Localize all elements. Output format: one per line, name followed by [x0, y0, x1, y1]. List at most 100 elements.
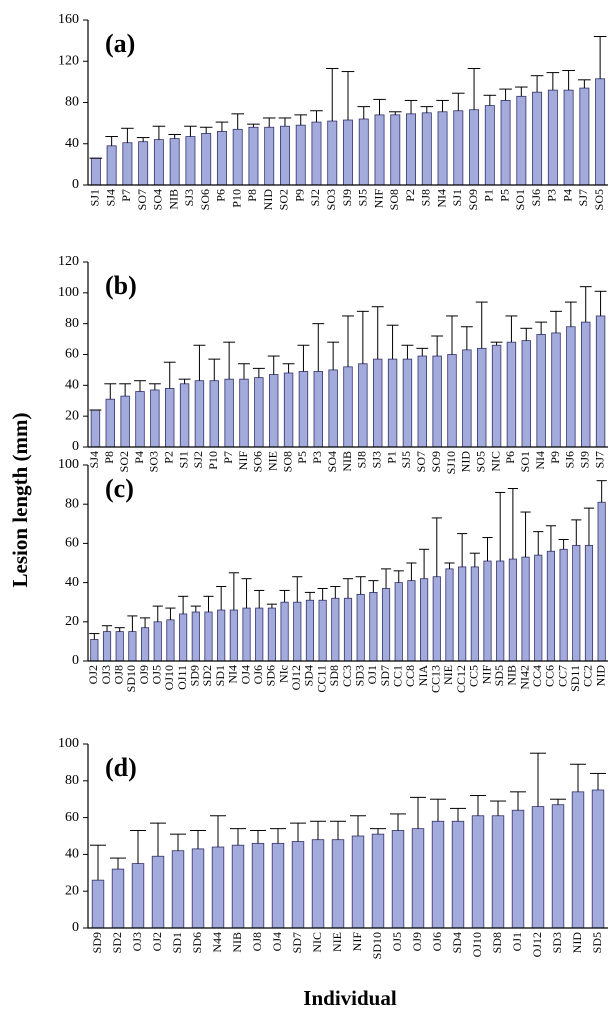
bar: [358, 363, 368, 448]
bar: [131, 863, 145, 929]
bar: [551, 332, 561, 448]
y-tick-label: 60: [65, 810, 79, 825]
bar: [151, 855, 165, 929]
x-tick-label: SO3: [147, 451, 161, 472]
x-tick-label: SD10: [370, 932, 384, 959]
bar: [532, 91, 543, 186]
bar: [358, 118, 369, 186]
x-tick-label: SO6: [198, 189, 212, 210]
x-tick-label: OJ9: [137, 665, 151, 684]
x-tick-label: SJ4: [103, 189, 117, 206]
y-tick-label: 0: [72, 920, 79, 935]
bar: [318, 599, 327, 662]
x-tick-label: OJ10: [470, 932, 484, 957]
x-tick-label: SD8: [490, 932, 504, 953]
x-tick-label: NIc: [276, 665, 290, 683]
bar: [150, 389, 160, 448]
y-tick-label: 20: [65, 614, 79, 629]
x-tick-label: P7: [119, 189, 133, 202]
panel-label: (a): [105, 29, 135, 58]
bar: [231, 844, 245, 929]
x-tick-label: SD7: [378, 665, 392, 686]
bar: [209, 380, 219, 448]
y-tick-label: 60: [65, 536, 79, 551]
x-tick-label: SD3: [550, 932, 564, 953]
bar: [248, 126, 259, 186]
y-tick-label: 100: [58, 736, 79, 751]
x-tick-label: OJ6: [251, 665, 265, 684]
x-tick-label: NIB: [166, 189, 180, 210]
bar: [437, 111, 448, 186]
x-tick-label: SD7: [290, 932, 304, 953]
bar: [458, 566, 467, 662]
x-tick-label: OJ5: [150, 665, 164, 684]
bar: [451, 820, 465, 929]
y-tick-label: 80: [65, 773, 79, 788]
x-tick-label: SD2: [200, 665, 214, 686]
x-tick-label: NIF: [350, 932, 364, 952]
x-tick-label: OJ6: [430, 932, 444, 951]
x-tick-label: CC7: [555, 665, 569, 687]
bar: [521, 556, 530, 662]
x-tick-label: OJ4: [270, 932, 284, 951]
y-tick-label: 40: [65, 847, 79, 862]
bar: [138, 141, 149, 186]
bar: [122, 142, 133, 186]
bar: [591, 789, 605, 929]
bar: [421, 112, 432, 186]
bar: [500, 100, 511, 186]
x-tick-label: P10: [206, 451, 220, 470]
bar: [295, 124, 306, 186]
bar: [483, 560, 492, 662]
x-tick-label: SJ5: [399, 451, 413, 468]
y-axis-label: Lesion length (mm): [8, 413, 32, 588]
x-tick-label: SD6: [190, 932, 204, 953]
x-tick-label: SO3: [324, 189, 338, 210]
bar: [394, 582, 403, 662]
x-tick-label: SJ6: [563, 451, 577, 468]
bar: [343, 119, 353, 186]
bar: [255, 607, 264, 662]
bar: [390, 114, 401, 186]
bar: [572, 544, 581, 662]
bar: [254, 377, 264, 448]
x-tick-label: OJ8: [250, 932, 264, 951]
x-tick-label: P5: [497, 189, 511, 202]
y-tick-label: 80: [65, 496, 79, 511]
x-tick-label: CC6: [543, 665, 557, 687]
bar: [331, 597, 340, 662]
x-tick-label: NI4: [434, 189, 448, 208]
x-tick-label: NIF: [479, 665, 493, 685]
bar: [373, 358, 383, 448]
x-tick-label: SO2: [117, 451, 131, 472]
x-tick-label: NID: [593, 665, 607, 687]
x-tick-label: SJ2: [191, 451, 205, 468]
x-tick-label: SJ2: [308, 189, 322, 206]
x-tick-label: NI4: [226, 665, 240, 684]
bar: [547, 89, 558, 186]
x-tick-label: SD5: [590, 932, 604, 953]
y-tick-label: 40: [65, 575, 79, 590]
bar: [469, 109, 480, 186]
x-tick-label: SO4: [151, 189, 165, 210]
x-tick-label: SJ3: [182, 189, 196, 206]
bar: [311, 839, 325, 929]
x-tick-label: NIE: [330, 932, 344, 952]
bar: [432, 355, 442, 448]
bar: [551, 804, 565, 929]
x-tick-label: NIE: [441, 665, 455, 685]
x-tick-label: NIE: [265, 451, 279, 471]
x-tick-label: CC12: [454, 665, 468, 693]
bar: [191, 848, 205, 929]
bar: [283, 372, 294, 448]
bar: [305, 599, 315, 662]
x-tick-label: NIB: [505, 665, 519, 686]
bar: [135, 391, 145, 448]
x-tick-label: SD11: [568, 665, 582, 692]
x-tick-label: OJ4: [238, 665, 252, 684]
x-tick-label: NI42: [517, 665, 531, 690]
bar: [90, 157, 101, 186]
x-tick-label: NID: [570, 932, 584, 954]
y-tick-label: 40: [65, 136, 79, 151]
x-tick-label: OJ1: [510, 932, 524, 951]
